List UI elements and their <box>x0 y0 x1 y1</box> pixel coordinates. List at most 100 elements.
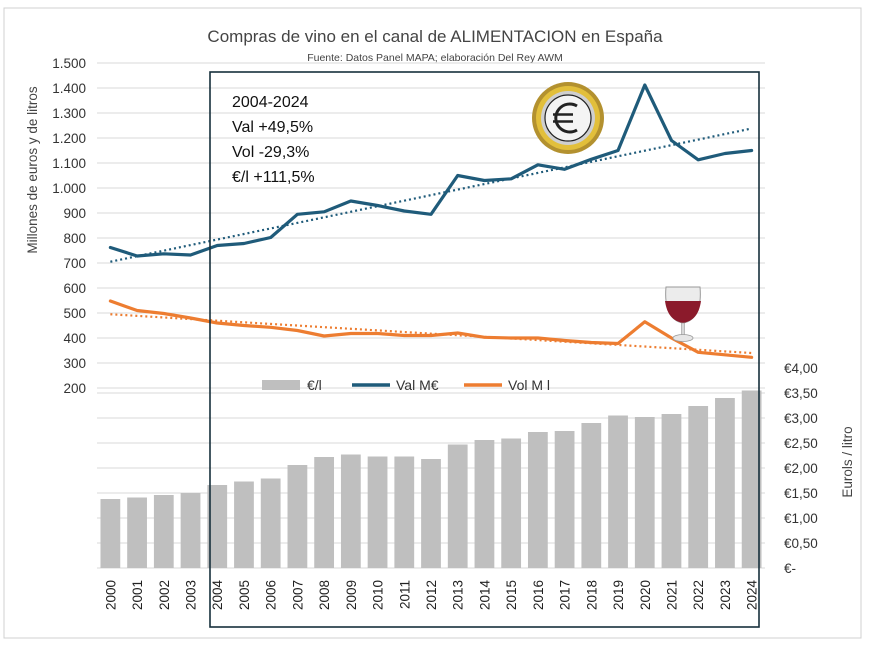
bar-2019 <box>608 415 628 568</box>
bar-2003 <box>180 493 201 568</box>
chart-title: Compras de vino en el canal de ALIMENTAC… <box>207 27 663 46</box>
x-tick-2011: 2011 <box>397 580 412 609</box>
left-tick-4: 600 <box>63 281 86 296</box>
legend-label-volume: Vol M l <box>508 377 550 393</box>
x-tick-2006: 2006 <box>264 580 279 610</box>
left-tick-10: 1.200 <box>52 131 86 146</box>
x-tick-2012: 2012 <box>424 580 439 610</box>
bar-2015 <box>501 438 522 568</box>
x-tick-2003: 2003 <box>184 580 199 610</box>
annotation-price: €/l +111,5% <box>232 169 315 186</box>
legend-label-price: €/l <box>307 377 322 393</box>
x-tick-2002: 2002 <box>157 580 172 610</box>
bar-2008 <box>314 457 335 568</box>
left-tick-11: 1.300 <box>52 106 86 121</box>
annotation-box: 2004-2024 Val +49,5% Vol -29,3% €/l +111… <box>232 94 315 186</box>
euro-coin-icon <box>532 82 604 154</box>
bar-2005 <box>234 481 254 568</box>
annotation-period: 2004-2024 <box>232 94 309 111</box>
left-tick-7: 900 <box>63 206 86 221</box>
left-tick-13: 1.500 <box>52 56 86 71</box>
bar-2022 <box>688 406 709 568</box>
left-axis-label: Millones de euros y de litros <box>25 86 40 254</box>
x-tick-2007: 2007 <box>290 580 305 610</box>
right-tick-2: €1,00 <box>784 511 818 526</box>
x-tick-2018: 2018 <box>584 580 599 610</box>
x-tick-2013: 2013 <box>451 580 466 610</box>
x-tick-2014: 2014 <box>477 580 492 611</box>
bar-2007 <box>287 465 308 568</box>
x-tick-2016: 2016 <box>531 580 546 610</box>
bar-2012 <box>421 459 441 568</box>
x-tick-2008: 2008 <box>317 580 332 610</box>
left-tick-layer: 200 300 400 500 600 700 800 900 1.000 1.100 1.200 1… <box>52 56 86 396</box>
x-tick-2017: 2017 <box>558 580 573 610</box>
legend-label-value: Val M€ <box>396 377 439 393</box>
left-tick-12: 1.400 <box>52 81 86 96</box>
x-tick-2009: 2009 <box>344 580 359 610</box>
left-tick-3: 500 <box>63 306 86 321</box>
bar-layer <box>100 390 762 568</box>
left-tick-2: 400 <box>63 331 86 346</box>
chart-subtitle: Fuente: Datos Panel MAPA; elaboración De… <box>307 52 563 64</box>
right-tick-7: €3,50 <box>784 386 818 401</box>
highlight-box <box>209 71 760 628</box>
bar-2002 <box>153 495 174 568</box>
bar-2018 <box>581 423 602 568</box>
right-axis-label: Eurols / litro <box>840 426 855 497</box>
annotation-volume: Vol -29,3% <box>232 144 309 161</box>
left-tick-9: 1.100 <box>52 156 86 171</box>
bar-2010 <box>367 456 388 568</box>
right-tick-0: €- <box>784 561 796 576</box>
bar-2021 <box>661 414 682 568</box>
left-tick-0: 200 <box>63 381 86 396</box>
x-tick-2010: 2010 <box>371 580 386 610</box>
left-tick-1: 300 <box>63 356 86 371</box>
right-tick-4: €2,00 <box>784 461 818 476</box>
bar-2014 <box>474 440 495 568</box>
left-tick-8: 1.000 <box>52 181 86 196</box>
bar-2006 <box>260 478 281 568</box>
x-tick-2023: 2023 <box>718 580 733 610</box>
x-tick-2005: 2005 <box>237 580 252 610</box>
wine-glass-icon <box>665 286 701 342</box>
bar-2000 <box>100 499 121 568</box>
right-tick-3: €1,50 <box>784 486 818 501</box>
x-tick-2004: 2004 <box>210 580 225 611</box>
bar-2017 <box>554 431 575 568</box>
right-tick-1: €0,50 <box>784 536 818 551</box>
x-tick-2000: 2000 <box>103 580 118 610</box>
series-line-value <box>108 83 754 258</box>
right-tick-layer: €- €0,50 €1,00 €1,50 €2,00 €2,50 €3,00 €3,50 €4,… <box>784 361 818 576</box>
right-tick-5: €2,50 <box>784 436 818 451</box>
legend: €/l Val M€ Vol M l <box>262 377 550 393</box>
bar-2011 <box>394 456 415 568</box>
x-tick-2024: 2024 <box>745 580 760 611</box>
bar-2016 <box>527 432 548 568</box>
x-tick-2001: 2001 <box>130 580 145 610</box>
trendline-volume <box>110 313 752 355</box>
series-line-volume <box>108 299 754 359</box>
bar-2001 <box>127 497 147 568</box>
bar-2023 <box>715 398 735 568</box>
x-tick-2022: 2022 <box>691 580 706 610</box>
x-tick-2019: 2019 <box>611 580 626 610</box>
bar-2024 <box>741 390 762 568</box>
legend-swatch-price <box>262 380 300 390</box>
bar-2013 <box>447 444 468 568</box>
bar-2004 <box>207 485 228 568</box>
bar-2020 <box>634 417 655 568</box>
x-tick-layer: 2000 2001 2002 2003 2004 2005 2006 2007 2008 2009… <box>103 580 759 611</box>
left-tick-6: 800 <box>63 231 86 246</box>
line-layer <box>108 83 754 359</box>
bar-2009 <box>340 454 361 568</box>
right-tick-6: €3,00 <box>784 411 818 426</box>
right-tick-8: €4,00 <box>784 361 818 376</box>
trendline-value <box>110 127 752 263</box>
left-tick-5: 700 <box>63 256 86 271</box>
annotation-value: Val +49,5% <box>232 119 313 136</box>
x-tick-2021: 2021 <box>664 580 679 610</box>
x-tick-2015: 2015 <box>504 580 519 610</box>
